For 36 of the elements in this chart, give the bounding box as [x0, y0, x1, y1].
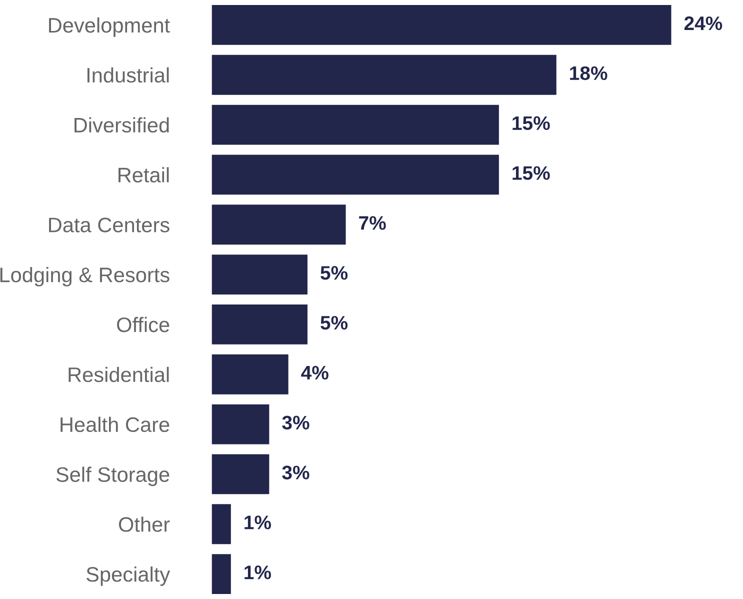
y-tick-label: Data Centers [49, 218, 170, 232]
bar [212, 204, 346, 245]
data-label: 1% [244, 516, 271, 530]
y-tick-label: Diversified [74, 117, 169, 133]
bar [212, 504, 231, 544]
data-label: 24% [684, 16, 722, 30]
y-tick-label: Office [117, 316, 170, 332]
bar [212, 454, 270, 494]
bar [212, 154, 499, 195]
data-label: 18% [570, 66, 608, 80]
bar [212, 554, 231, 594]
bar [212, 404, 270, 444]
bar [212, 354, 288, 394]
data-label: 4% [301, 366, 328, 380]
y-tick-label: Specialty [86, 566, 170, 586]
data-label: 7% [359, 216, 386, 230]
bar [212, 54, 556, 95]
data-label: 5% [320, 316, 348, 330]
data-label: 3% [282, 416, 310, 430]
bar [212, 4, 672, 45]
data-label: 3% [282, 466, 310, 480]
data-label: 15% [512, 166, 550, 180]
bar [212, 104, 499, 145]
y-tick-label: Health Care [60, 416, 170, 432]
y-tick-label: Residential [68, 366, 169, 382]
data-label: 5% [320, 266, 348, 280]
y-tick-label: Self Storage [56, 466, 170, 486]
y-tick-label: Industrial [87, 67, 169, 83]
data-label: 1% [244, 566, 271, 580]
data-label: 15% [512, 116, 550, 130]
y-tick-label: Other [118, 516, 170, 532]
y-tick-label: Lodging & Resorts [0, 266, 170, 286]
y-tick-label: Development [49, 17, 170, 37]
bar [212, 254, 308, 295]
bar [212, 304, 308, 344]
y-tick-label: Retail [118, 167, 169, 182]
